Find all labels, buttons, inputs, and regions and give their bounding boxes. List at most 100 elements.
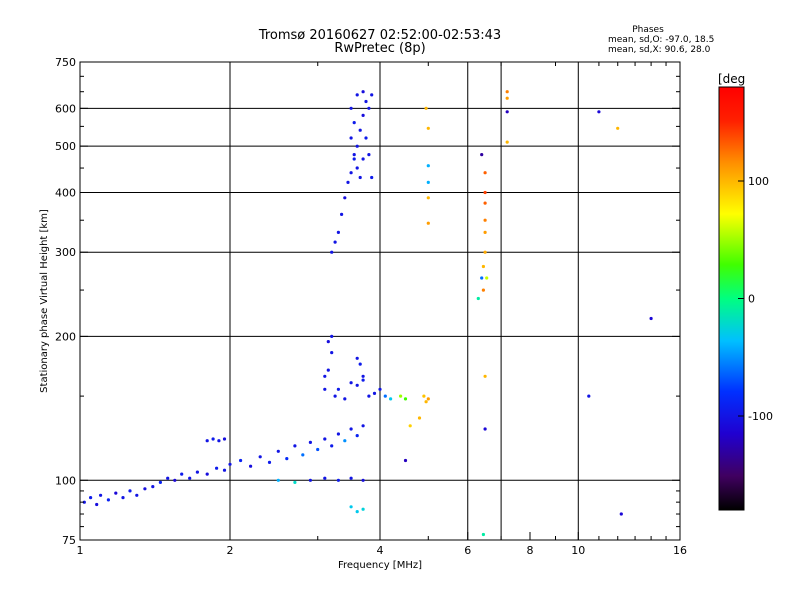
chart-title: Tromsø 20160627 02:52:00-02:53:43 bbox=[258, 28, 501, 43]
echo-point bbox=[426, 221, 430, 225]
echo-point bbox=[597, 110, 601, 114]
echo-point bbox=[336, 230, 340, 234]
echo-point bbox=[343, 439, 347, 443]
echo-point bbox=[333, 240, 337, 244]
echo-point bbox=[424, 106, 428, 110]
echo-point bbox=[217, 439, 221, 443]
echo-point bbox=[323, 387, 327, 391]
echo-point bbox=[333, 394, 337, 398]
echo-point bbox=[352, 153, 356, 157]
echo-point bbox=[358, 362, 362, 366]
echo-point bbox=[358, 128, 362, 132]
echo-point bbox=[361, 374, 365, 378]
echo-point bbox=[128, 489, 132, 493]
echo-point bbox=[399, 394, 403, 398]
echo-point bbox=[352, 121, 356, 125]
echo-point bbox=[326, 368, 330, 372]
echo-point bbox=[340, 212, 344, 216]
echo-point bbox=[349, 505, 353, 509]
echo-point bbox=[349, 476, 353, 480]
echo-point bbox=[370, 175, 374, 180]
echo-point bbox=[485, 276, 489, 280]
echo-point bbox=[483, 190, 487, 195]
echo-point bbox=[361, 507, 365, 511]
echo-point bbox=[349, 427, 353, 431]
x-tick-label: 1 bbox=[77, 544, 84, 557]
echo-point bbox=[483, 250, 487, 254]
echo-point bbox=[481, 264, 485, 269]
echo-point bbox=[355, 144, 359, 148]
colorbar-ticks: 100 0 -100 bbox=[738, 175, 773, 423]
colorbar-tick-label: 0 bbox=[748, 293, 755, 306]
y-axis: 75 100 200 300 400 500 600 750 bbox=[55, 56, 680, 547]
echo-point bbox=[323, 476, 327, 480]
echo-point bbox=[483, 230, 487, 234]
echo-point bbox=[367, 153, 371, 157]
echo-point bbox=[205, 472, 209, 476]
y-tick-label: 600 bbox=[55, 102, 76, 115]
echo-point bbox=[587, 394, 591, 398]
echo-point bbox=[215, 466, 219, 470]
echo-point bbox=[285, 457, 289, 461]
echo-point bbox=[106, 498, 110, 502]
x-tick-label: 2 bbox=[227, 544, 234, 557]
echo-point bbox=[422, 394, 426, 398]
y-tick-label: 500 bbox=[55, 140, 76, 153]
echo-point bbox=[361, 157, 365, 161]
chart-subtitle: RwPretec (8p) bbox=[334, 41, 425, 56]
echo-point bbox=[346, 180, 350, 184]
echo-point bbox=[426, 180, 430, 184]
legend-title: Phases bbox=[632, 25, 664, 35]
echo-point bbox=[267, 460, 272, 464]
echo-point bbox=[158, 480, 162, 484]
echo-point bbox=[361, 478, 365, 482]
echo-point bbox=[222, 468, 227, 472]
x-tick-label: 4 bbox=[377, 544, 384, 557]
echo-point bbox=[151, 485, 155, 489]
echo-point bbox=[483, 171, 487, 175]
echo-point bbox=[293, 444, 297, 448]
colorbar-tick-label: -100 bbox=[748, 410, 773, 423]
x-tick-label: 16 bbox=[673, 544, 687, 557]
echo-point bbox=[99, 493, 103, 497]
echo-point bbox=[301, 453, 305, 457]
colorbar-tick-label: 100 bbox=[748, 175, 769, 188]
echo-point bbox=[349, 381, 353, 385]
echo-point bbox=[372, 391, 377, 395]
echo-point bbox=[361, 90, 365, 94]
echo-point bbox=[323, 437, 327, 441]
echo-point bbox=[355, 93, 359, 97]
echo-point bbox=[276, 478, 280, 482]
echo-point bbox=[426, 164, 430, 168]
echo-point bbox=[330, 444, 334, 448]
echo-point bbox=[121, 496, 125, 500]
y-tick-label: 200 bbox=[55, 330, 76, 343]
echo-point bbox=[276, 449, 280, 453]
echo-point bbox=[180, 472, 184, 476]
y-tick-label: 750 bbox=[55, 56, 76, 69]
echo-point bbox=[326, 340, 330, 344]
echo-point bbox=[211, 437, 215, 441]
echo-point bbox=[166, 476, 170, 480]
y-tick-label: 300 bbox=[55, 246, 76, 259]
echo-point bbox=[205, 439, 209, 443]
echo-point bbox=[408, 424, 412, 428]
echo-point bbox=[173, 478, 177, 482]
echo-point bbox=[481, 532, 485, 537]
echo-point bbox=[249, 464, 253, 468]
colorbar-label: [deg bbox=[718, 72, 745, 86]
echo-point bbox=[361, 424, 365, 428]
echo-point bbox=[505, 90, 509, 94]
echo-point bbox=[483, 427, 487, 431]
x-tick-label: 8 bbox=[527, 544, 534, 557]
x-axis: 1 2 4 6 8 10 16 bbox=[77, 62, 687, 557]
echo-point bbox=[82, 500, 86, 504]
echo-point bbox=[316, 447, 320, 452]
echo-point bbox=[228, 462, 232, 466]
echo-point bbox=[426, 397, 430, 401]
echo-point bbox=[330, 250, 334, 254]
echo-point bbox=[336, 478, 340, 482]
echo-point bbox=[480, 276, 484, 280]
echo-point bbox=[355, 510, 359, 514]
